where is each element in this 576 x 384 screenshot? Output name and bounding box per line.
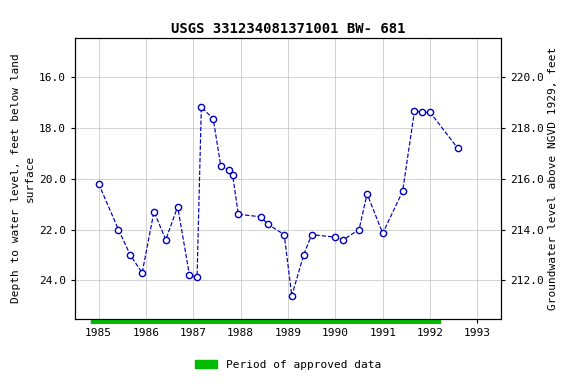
Bar [92,320,439,324]
Y-axis label: Groundwater level above NGVD 1929, feet: Groundwater level above NGVD 1929, feet [548,47,558,310]
Legend: Period of approved data: Period of approved data [191,356,385,375]
Y-axis label: Depth to water level, feet below land
surface: Depth to water level, feet below land su… [12,54,35,303]
Title: USGS 331234081371001 BW- 681: USGS 331234081371001 BW- 681 [170,22,406,36]
